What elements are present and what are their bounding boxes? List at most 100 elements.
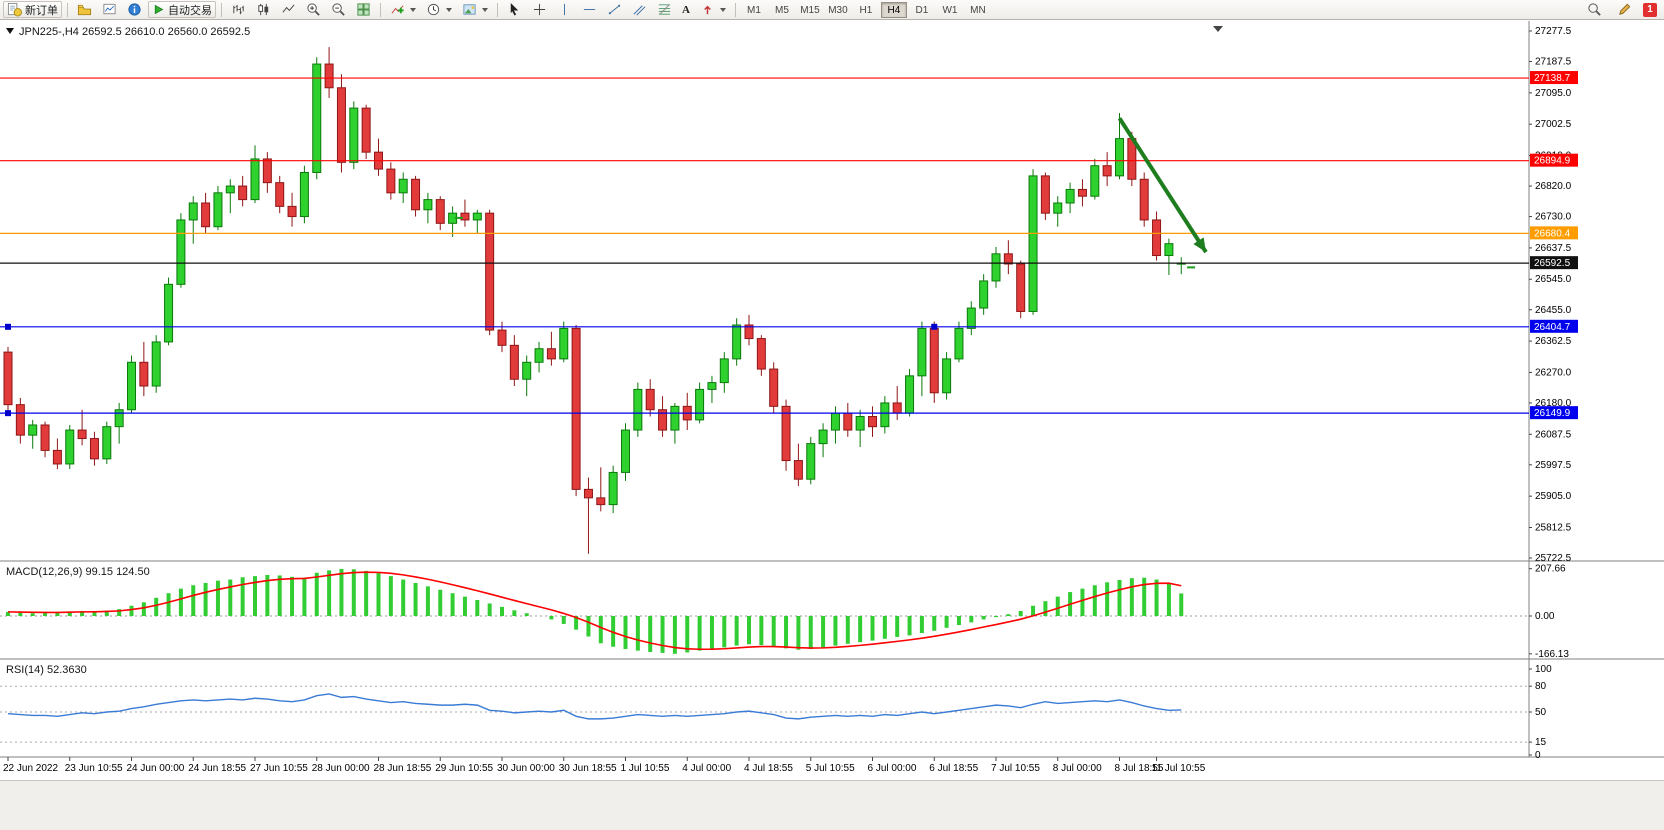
- toolbar: 新订单 自动交易: [0, 0, 1664, 20]
- toolbar-separator: [380, 2, 381, 17]
- svg-text:24 Jun 18:55: 24 Jun 18:55: [188, 763, 246, 774]
- macd-label: MACD(12,26,9) 99.15 124.50: [6, 566, 150, 578]
- chart-canvas[interactable]: 27277.527187.527095.027002.526910.026820…: [0, 21, 1664, 781]
- timeframe-d1[interactable]: D1: [909, 2, 935, 18]
- price-badge: 26680.4: [1530, 226, 1578, 240]
- channel-tool-button[interactable]: [628, 1, 651, 18]
- profiles-button[interactable]: [73, 1, 96, 18]
- indicators-button[interactable]: [386, 1, 420, 18]
- text-tool-icon: A: [682, 3, 690, 16]
- collapse-icon[interactable]: [6, 28, 14, 34]
- timeframe-h4[interactable]: H4: [880, 1, 907, 18]
- templates-button[interactable]: [458, 1, 492, 18]
- svg-text:26592.5: 26592.5: [1534, 258, 1571, 269]
- line-handle: [5, 410, 11, 417]
- svg-text:27187.5: 27187.5: [1535, 57, 1572, 68]
- candlestick-type-icon: [258, 3, 269, 16]
- svg-text:27 Jun 10:55: 27 Jun 10:55: [250, 763, 308, 774]
- svg-text:26545.0: 26545.0: [1535, 274, 1572, 285]
- svg-text:100: 100: [1535, 664, 1552, 675]
- timeframe-w1[interactable]: W1: [937, 2, 963, 18]
- trendline-icon: [608, 4, 621, 15]
- svg-text:80: 80: [1535, 681, 1547, 692]
- svg-text:27002.5: 27002.5: [1535, 119, 1572, 130]
- timeframe-mn[interactable]: MN: [965, 2, 991, 18]
- edit-button[interactable]: [1613, 1, 1636, 18]
- svg-text:15: 15: [1535, 737, 1547, 748]
- crosshair-icon: [533, 3, 546, 16]
- price-badge: 26149.9: [1530, 406, 1578, 420]
- templates-icon: [463, 4, 476, 15]
- chevron-down-icon: [482, 7, 488, 12]
- cursor-tool-button[interactable]: [503, 1, 526, 18]
- price-badge: 26404.7: [1530, 319, 1578, 333]
- time-axis[interactable]: 22 Jun 2022 23 Jun 10:55 24 Jun 00:00 24 Ju…: [3, 757, 1206, 774]
- arrows-tool-button[interactable]: [696, 1, 730, 18]
- svg-text:28 Jun 00:00: 28 Jun 00:00: [312, 763, 370, 774]
- fibonacci-icon: [658, 4, 671, 15]
- bar-chart-type-button[interactable]: [227, 1, 250, 18]
- svg-text:11 Jul 10:55: 11 Jul 10:55: [1152, 763, 1206, 774]
- svg-text:24 Jun 00:00: 24 Jun 00:00: [127, 763, 185, 774]
- new-chart-icon: [103, 3, 116, 15]
- svg-text:27138.7: 27138.7: [1534, 73, 1571, 84]
- svg-text:26730.0: 26730.0: [1535, 212, 1572, 223]
- price-badge: 27138.7: [1530, 71, 1578, 85]
- new-order-icon: [7, 2, 22, 17]
- auto-trading-label: 自动交易: [168, 4, 212, 17]
- vertical-line-tool-button[interactable]: [553, 1, 576, 18]
- line-handle: [5, 323, 11, 330]
- timeframe-m30[interactable]: M30: [825, 2, 851, 18]
- svg-text:26180.0: 26180.0: [1535, 398, 1572, 409]
- svg-text:26894.9: 26894.9: [1534, 156, 1571, 167]
- svg-text:25722.5: 25722.5: [1535, 553, 1572, 564]
- svg-text:27095.0: 27095.0: [1535, 88, 1572, 99]
- new-order-label: 新订单: [25, 4, 58, 17]
- auto-trading-button[interactable]: 自动交易: [148, 1, 216, 18]
- fibonacci-tool-button[interactable]: [653, 1, 676, 18]
- svg-text:26637.5: 26637.5: [1535, 243, 1572, 254]
- window-bottom: [0, 780, 1664, 830]
- notification-badge[interactable]: 1: [1643, 2, 1657, 17]
- new-chart-button[interactable]: [98, 1, 121, 18]
- crosshair-tool-button[interactable]: [528, 1, 551, 18]
- line-chart-type-button[interactable]: [277, 1, 300, 18]
- svg-text:6 Jul 18:55: 6 Jul 18:55: [929, 763, 978, 774]
- macd-signal-line: [7, 571, 1182, 651]
- svg-text:30 Jun 00:00: 30 Jun 00:00: [497, 763, 555, 774]
- periods-button[interactable]: [422, 1, 456, 18]
- timeframe-h1[interactable]: H1: [853, 2, 879, 18]
- timeframe-m5[interactable]: M5: [769, 2, 795, 18]
- zoom-in-button[interactable]: [302, 1, 325, 18]
- svg-text:50: 50: [1535, 707, 1547, 718]
- tile-windows-button[interactable]: [352, 1, 375, 18]
- candlestick-type-button[interactable]: [252, 1, 275, 18]
- svg-text:27277.5: 27277.5: [1535, 26, 1572, 37]
- svg-text:28 Jun 18:55: 28 Jun 18:55: [374, 763, 432, 774]
- svg-text:5 Jul 10:55: 5 Jul 10:55: [806, 763, 855, 774]
- candlestick-series: [3, 47, 1186, 554]
- timeframe-m15[interactable]: M15: [797, 2, 823, 18]
- search-button[interactable]: [1583, 1, 1606, 18]
- vertical-line-icon: [564, 3, 565, 16]
- trendline-tool-button[interactable]: [603, 1, 626, 18]
- timeframe-m1[interactable]: M1: [741, 2, 767, 18]
- rsi-label: RSI(14) 52.3630: [6, 664, 87, 676]
- horizontal-line-tool-button[interactable]: [578, 1, 601, 18]
- toolbar-right-group: 1: [1583, 1, 1661, 18]
- svg-text:-166.13: -166.13: [1535, 649, 1569, 660]
- trend-arrow-annotation[interactable]: [1117, 117, 1208, 254]
- bar-chart-type-icon: [233, 4, 244, 15]
- clock-icon: [427, 3, 440, 16]
- profiles-icon: [77, 4, 92, 16]
- svg-text:4 Jul 00:00: 4 Jul 00:00: [682, 763, 731, 774]
- svg-text:8 Jul 18:55: 8 Jul 18:55: [1115, 763, 1164, 774]
- toolbar-separator: [734, 2, 736, 17]
- zoom-out-button[interactable]: [327, 1, 350, 18]
- new-order-button[interactable]: 新订单: [3, 1, 62, 18]
- horizontal-price-lines[interactable]: 27138.7 26894.9 26680.4 26592.5 26404.7 26149…: [0, 71, 1578, 420]
- svg-text:7 Jul 10:55: 7 Jul 10:55: [991, 763, 1040, 774]
- text-tool-button[interactable]: A: [678, 1, 694, 18]
- data-window-button[interactable]: [123, 1, 146, 18]
